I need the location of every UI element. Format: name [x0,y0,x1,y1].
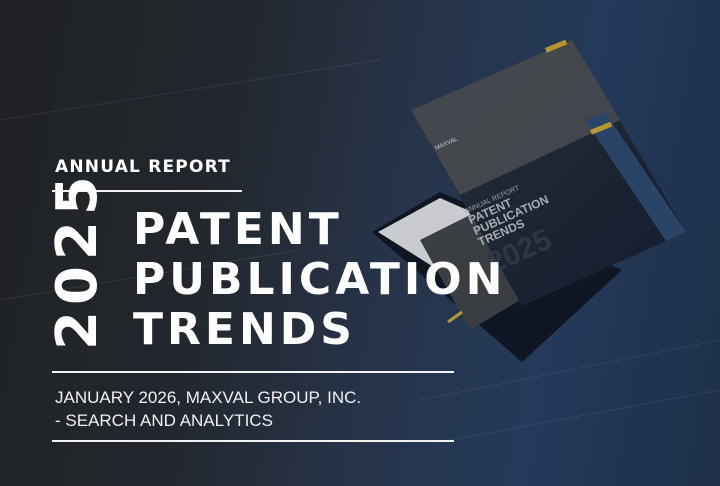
title-line-1: PATENT [133,208,343,252]
divider-middle [52,371,454,373]
title-line-2: PUBLICATION [133,258,506,302]
subtitle-line-1: JANUARY 2026, MAXVAL GROUP, INC. [55,388,361,408]
subtitle-line-2: - SEARCH AND ANALYTICS [55,411,273,431]
year-vertical: 2025 [52,170,104,350]
title-line-3: TRENDS [133,308,356,352]
divider-bottom [52,440,454,442]
